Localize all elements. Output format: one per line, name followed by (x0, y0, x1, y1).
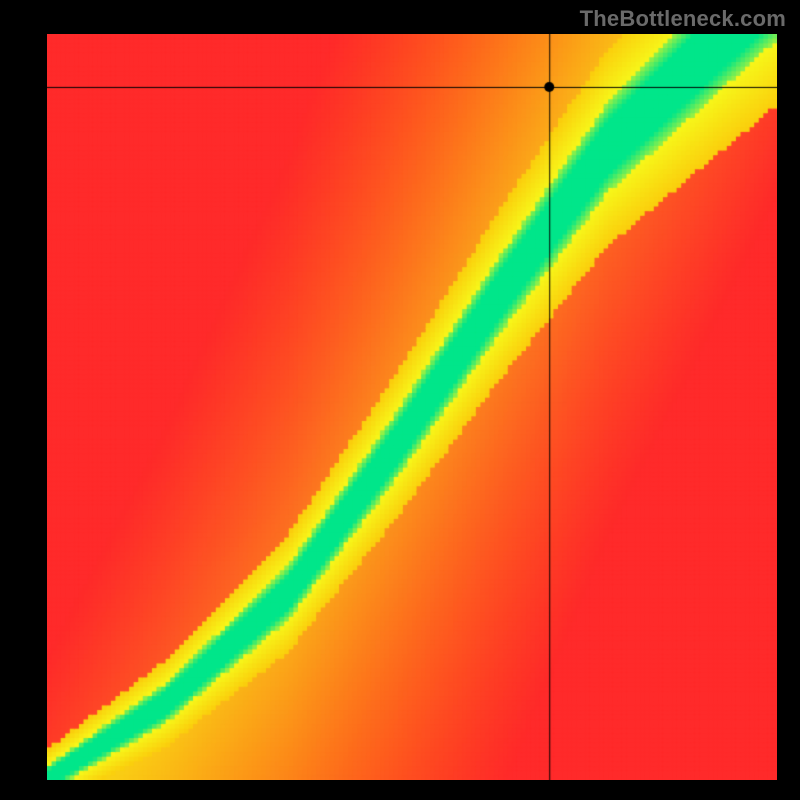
watermark-text: TheBottleneck.com (580, 6, 786, 32)
chart-container: TheBottleneck.com (0, 0, 800, 800)
bottleneck-heatmap (47, 34, 777, 780)
